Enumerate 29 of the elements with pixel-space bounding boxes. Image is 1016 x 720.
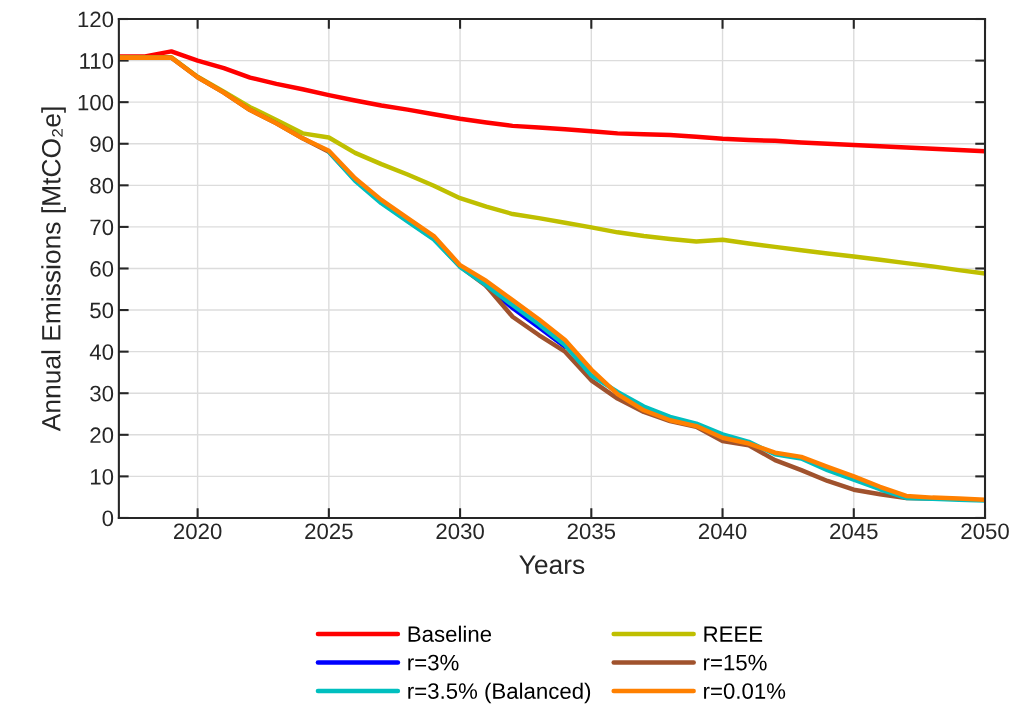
y-tick-label: 70 [90, 219, 114, 236]
legend-label: Baseline [408, 625, 492, 642]
legend-label: r=0.01% [704, 683, 786, 699]
legend-label: REEE [704, 626, 763, 642]
y-tick-label: 60 [90, 261, 114, 277]
y-tick-label: 10 [90, 468, 114, 485]
legend-label: r=3% [408, 654, 459, 671]
x-tick-label: 2020 [174, 523, 222, 540]
y-tick-label: 40 [89, 344, 114, 360]
y-tick-label: 30 [90, 385, 114, 402]
x-tick-label: 2045 [830, 523, 878, 540]
legend-label: r=3.5% (Balanced) [408, 682, 591, 704]
y-tick-label: 80 [90, 177, 114, 194]
legend-label: r=15% [704, 654, 767, 671]
x-axis-title: Years [519, 555, 585, 575]
x-tick-label: 2025 [305, 523, 353, 540]
x-tick-label: 2050 [961, 523, 1009, 540]
y-axis-title: Annual Emissions [MtCO₂e] [41, 107, 66, 432]
y-tick-label: 50 [90, 302, 114, 319]
y-tick-label: 120 [78, 11, 114, 28]
x-tick-label: 2040 [698, 523, 747, 540]
line-series [118, 49, 986, 154]
y-tick-label: 100 [78, 94, 114, 111]
x-tick-label: 2035 [567, 523, 616, 540]
x-tick-label: 2030 [436, 523, 484, 540]
y-tick-label: 20 [90, 427, 114, 444]
y-tick-label: 110 [80, 53, 114, 69]
y-tick-label: 0 [102, 510, 114, 527]
y-tick-label: 90 [90, 136, 114, 153]
